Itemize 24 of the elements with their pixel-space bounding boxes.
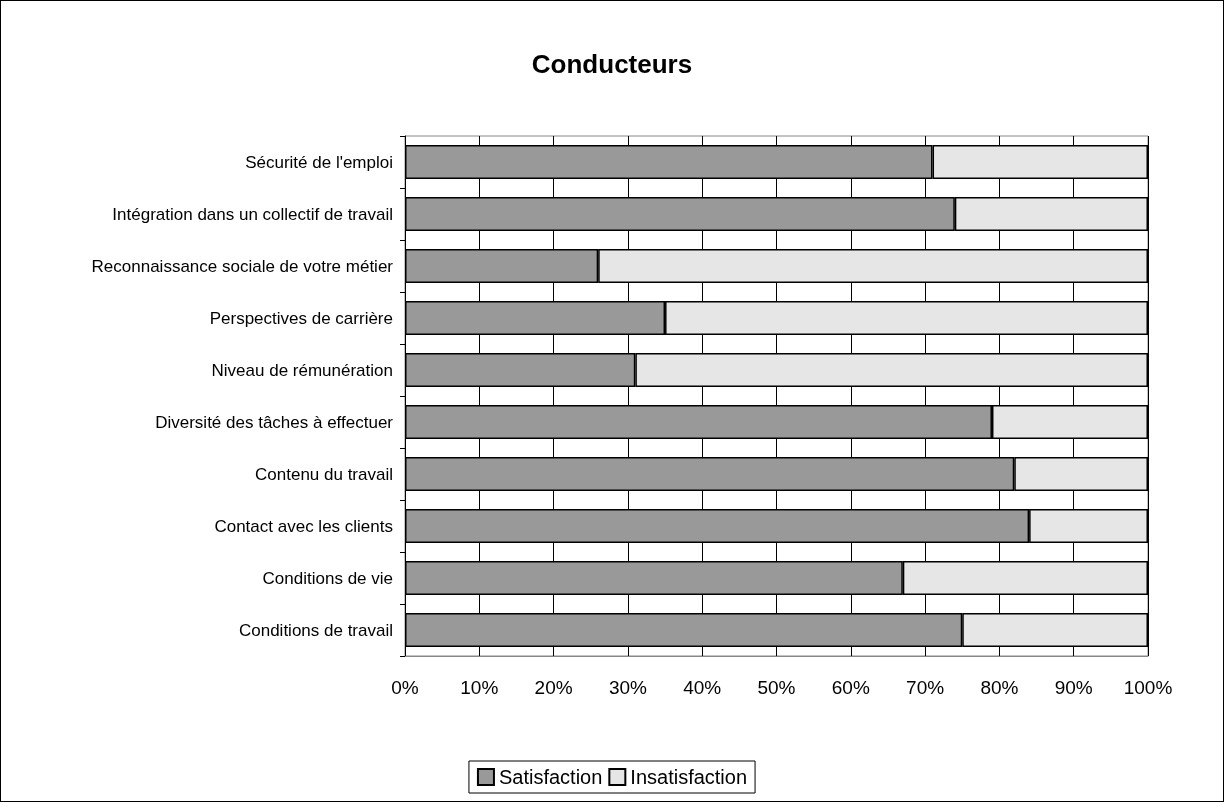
x-tick-label: 90% (1054, 677, 1093, 698)
y-tick-label: Conditions de vie (262, 568, 393, 588)
y-tick-label: Diversité des tâches à effectuer (155, 412, 394, 432)
x-tick-label: 80% (980, 677, 1019, 698)
y-tick-label: Contenu du travail (255, 464, 393, 484)
x-tick-label: 10% (460, 677, 499, 698)
x-tick-label: 60% (831, 677, 870, 698)
x-tick-label: 70% (906, 677, 945, 698)
legend-label: Satisfaction (498, 766, 603, 788)
y-tick-label: Perspectives de carrière (209, 308, 393, 328)
x-tick-label: 20% (534, 677, 573, 698)
y-tick-label: Reconnaissance sociale de votre métier (91, 256, 394, 276)
legend-label: Insatisfaction (630, 766, 748, 788)
x-tick-label: 50% (757, 677, 796, 698)
y-tick-label: Intégration dans un collectif de travail (112, 204, 393, 224)
y-tick-label: Conditions de travail (238, 620, 393, 640)
x-tick-label: 40% (683, 677, 722, 698)
chart-title: Conducteurs (531, 49, 693, 79)
y-tick-label: Contact avec les clients (214, 516, 393, 536)
y-tick-label: Sécurité de l'emploi (245, 152, 393, 172)
x-tick-label: 100% (1123, 677, 1173, 698)
x-tick-label: 30% (608, 677, 648, 698)
x-tick-label: 0% (391, 677, 419, 698)
y-tick-label: Niveau de rémunération (211, 360, 393, 380)
